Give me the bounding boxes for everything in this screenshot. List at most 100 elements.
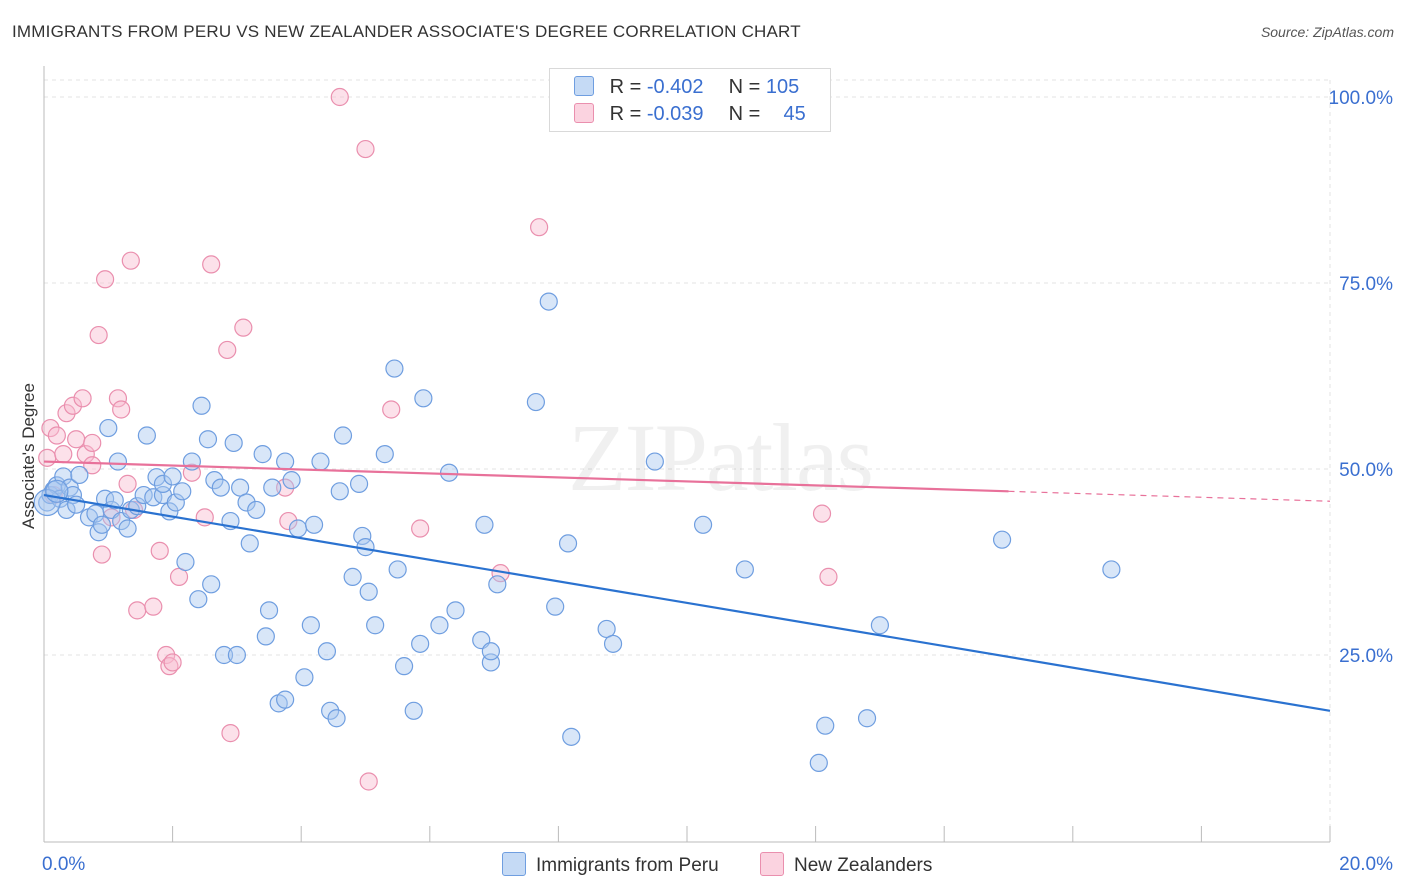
nz-point [118,474,137,493]
watermark: ZIPatlas [568,404,872,511]
peru-point [404,701,423,720]
nz-point [382,400,401,419]
nz-point [279,511,298,531]
nz-point [67,430,86,449]
peru-point [276,690,295,709]
peru-point [321,701,340,720]
n-label: N = [728,76,761,98]
nz-swatch [574,103,594,123]
nz-point [121,251,140,270]
peru-point [327,709,346,728]
peru-point [202,575,221,594]
peru-point [546,597,565,616]
nz-point [144,597,163,616]
peru-point [247,500,266,520]
peru-point [411,634,430,653]
nz-point [128,601,147,620]
peru-point [211,478,230,497]
peru-point [558,534,578,553]
peru-point [166,493,185,512]
nz-point [330,87,349,107]
n-value: 105 [765,76,800,98]
nz-point [73,389,92,408]
peru-point [349,474,369,493]
nz-point [150,541,169,560]
nz-point [234,318,253,337]
y-axis-label: Associate's Degree [19,383,38,529]
peru-point [237,493,256,512]
y-tick-label: 100.0% [1329,88,1394,109]
peru-point [192,396,211,415]
peru-point [562,727,581,746]
peru-point [330,482,349,501]
peru-point [137,426,156,445]
trend-lines [43,460,1331,712]
nz-trend-line [43,460,1009,493]
peru-point [288,519,308,538]
nz-point [47,426,66,445]
nz-point [819,567,838,586]
peru-point [488,575,507,594]
peru-point [446,601,465,620]
peru-point [118,519,137,538]
peru-point [95,489,115,508]
peru-point [809,753,828,772]
peru-points [33,292,1121,772]
peru-swatch [574,76,594,96]
peru-point [301,616,320,635]
chart-title: IMMIGRANTS FROM PERU VS NEW ZEALANDER AS… [12,22,801,41]
peru-point [173,482,192,501]
peru-point [333,426,353,445]
peru-point [214,645,234,665]
stats-legend: R = -0.402 N = 105 R = -0.039 N = 45 [549,68,831,132]
peru-point [92,515,111,534]
peru-point [224,433,243,453]
r-label: R = [609,103,642,125]
peru-point [70,465,89,485]
peru-point [99,418,118,438]
peru-point [870,616,890,635]
peru-point [311,452,330,471]
nz-point [812,504,832,523]
r-value: -0.402 [646,76,704,98]
peru-point [259,601,279,620]
peru-point [388,560,407,579]
nz-trend-extension [1008,490,1331,502]
peru-point [256,627,275,646]
nz-legend-label: New Zealanders [794,855,933,876]
nz-point [221,724,240,743]
peru-point [539,292,558,311]
peru-point [176,552,195,572]
nz-point [276,478,295,497]
nz-point [41,418,60,438]
n-label: N = [728,103,761,125]
peru-point [304,515,324,534]
peru-point [430,616,449,635]
nz-point [108,389,128,408]
peru-point [240,534,259,553]
nz-legend-swatch [760,852,784,876]
peru-point [359,582,378,601]
peru-point [414,389,433,408]
legend-item-peru: Immigrants from Peru [502,852,719,877]
peru-point [263,478,282,497]
peru-point [353,526,372,546]
peru-point [394,657,414,676]
peru-point [198,430,218,449]
x-tick-label: 0.0% [42,854,85,875]
nz-point [112,400,131,419]
x-tick-label: 20.0% [1339,854,1393,875]
peru-legend-swatch [502,852,526,876]
peru-point [375,445,394,464]
peru-point [693,515,713,534]
peru-point [475,515,494,534]
y-tick-label: 50.0% [1339,460,1393,481]
peru-point [735,560,754,579]
y-tick-label: 25.0% [1339,646,1393,667]
peru-point [282,471,301,490]
legend-row-nz: R = -0.039 N = 45 [574,103,806,127]
peru-point [317,642,337,661]
peru-point [857,709,877,728]
nz-point [356,139,375,159]
